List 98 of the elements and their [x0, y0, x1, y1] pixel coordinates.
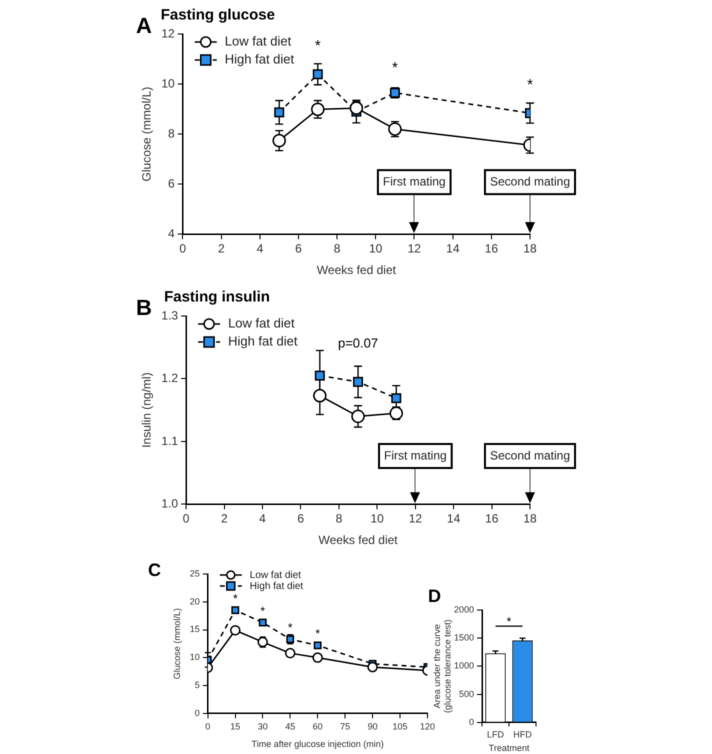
- chart-title: Fasting glucose: [160, 6, 275, 24]
- x-tick-label: 16: [485, 512, 499, 526]
- x-axis-title: Weeks fed diet: [316, 263, 397, 278]
- point: [351, 410, 365, 424]
- annotation: *: [527, 76, 534, 94]
- y-tick-label: 12: [161, 26, 176, 40]
- point: [312, 652, 323, 663]
- annotation: *: [314, 37, 321, 54]
- x-tick-label: 0: [205, 721, 210, 732]
- ref-line-label: Second mating: [490, 448, 570, 462]
- x-tick-label: 6: [295, 242, 302, 256]
- x-tick-label: 2: [220, 512, 228, 526]
- x-tick-label: 18: [523, 512, 537, 526]
- x-tick-label: 10: [368, 242, 383, 256]
- y-tick-label: 25: [190, 568, 200, 578]
- x-tick-label: 10: [370, 512, 384, 526]
- ref-line-label: Second mating: [490, 174, 570, 188]
- x-tick-label: HFD: [513, 729, 532, 740]
- annotation: *: [392, 59, 398, 76]
- annotation: *: [232, 592, 238, 606]
- point: [353, 376, 364, 387]
- x-tick-label: 2: [218, 242, 225, 256]
- y-tick-label: 1000: [454, 660, 474, 671]
- legend-label: High fat diet: [228, 334, 298, 349]
- y-tick-label: 1.0: [161, 496, 178, 511]
- x-tick-label: 6: [297, 512, 304, 526]
- x-tick-label: 16: [484, 242, 498, 256]
- x-tick-label: 60: [312, 721, 323, 732]
- x-tick-label: 14: [446, 242, 460, 256]
- annotation: *: [288, 620, 293, 635]
- x-tick-label: 15: [230, 721, 240, 732]
- point: [314, 370, 325, 381]
- text: B: [136, 295, 152, 320]
- x-tick-label: 45: [285, 721, 296, 732]
- point: [231, 606, 240, 614]
- y-tick-label: 1500: [454, 632, 474, 643]
- annotation: *: [506, 614, 512, 628]
- text: A: [136, 13, 152, 38]
- point: [314, 641, 322, 650]
- annotation: *: [260, 604, 266, 618]
- x-tick-label: 18: [523, 242, 537, 256]
- x-axis-title: Weeks fed diet: [318, 533, 398, 548]
- point: [230, 625, 241, 636]
- point: [390, 406, 404, 420]
- x-tick-label: 90: [368, 721, 378, 732]
- y-axis-title: Glucose (mmol/L): [172, 608, 182, 680]
- x-tick-label: 12: [408, 242, 422, 256]
- x-tick-label: 30: [258, 721, 268, 732]
- x-tick-label: 120: [420, 721, 436, 732]
- x-tick-label: 14: [446, 512, 461, 526]
- point: [311, 102, 325, 116]
- x-tick-label: 12: [408, 512, 422, 526]
- text: C: [148, 560, 161, 580]
- y-axis-title: Area under the curve (glucose tolerance test): [432, 619, 453, 713]
- point: [258, 618, 267, 626]
- point: [284, 648, 296, 658]
- y-tick-label: 2000: [454, 604, 474, 614]
- y-tick-label: 10: [190, 652, 200, 662]
- x-tick-label: 4: [256, 242, 264, 256]
- annotation: *: [315, 626, 320, 641]
- x-tick-label: 4: [259, 512, 266, 526]
- y-tick-label: 15: [190, 624, 200, 634]
- x-axis-title: Treatment: [488, 743, 530, 754]
- y-tick-label: 1.2: [161, 371, 178, 386]
- legend-label: Low fat diet: [228, 316, 295, 331]
- y-tick-label: 4: [168, 226, 176, 241]
- y-tick-label: 500: [458, 688, 474, 699]
- y-tick-label: 20: [190, 596, 200, 606]
- point: [274, 107, 284, 118]
- y-tick-label: 1.1: [161, 434, 178, 448]
- x-tick-label: 75: [340, 721, 350, 732]
- y-tick-label: 10: [161, 76, 176, 90]
- y-tick-label: 0: [194, 708, 200, 718]
- ref-line-label: First mating: [382, 174, 446, 188]
- text: D: [428, 586, 441, 606]
- point: [391, 393, 402, 404]
- legend-label: Low fat diet: [224, 34, 292, 49]
- y-tick-label: 8: [168, 126, 176, 140]
- y-tick-label: 5: [194, 680, 200, 690]
- chart-title: Fasting insulin: [164, 288, 270, 306]
- y-axis-title: Insulin (ng/ml): [140, 372, 154, 448]
- legend-label: High fat diet: [250, 580, 304, 592]
- ref-line-label: First mating: [384, 448, 447, 462]
- legend-label: Low fat diet: [250, 570, 302, 581]
- x-axis-title: Time after glucose injection (min): [252, 739, 384, 750]
- point: [367, 662, 378, 672]
- x-tick-label: 8: [336, 512, 343, 526]
- y-tick-label: 1.3: [161, 308, 178, 322]
- point: [313, 388, 327, 402]
- point: [272, 134, 286, 148]
- annotation: p=0.07: [338, 335, 378, 350]
- x-tick-label: LFD: [486, 729, 504, 740]
- point: [312, 69, 323, 80]
- x-tick-label: 105: [392, 721, 408, 732]
- x-tick-label: 8: [334, 242, 341, 256]
- y-tick-label: 6: [168, 176, 176, 190]
- legend-label: High fat diet: [224, 52, 295, 67]
- y-axis-title: Glucose (mmol/L): [140, 86, 154, 182]
